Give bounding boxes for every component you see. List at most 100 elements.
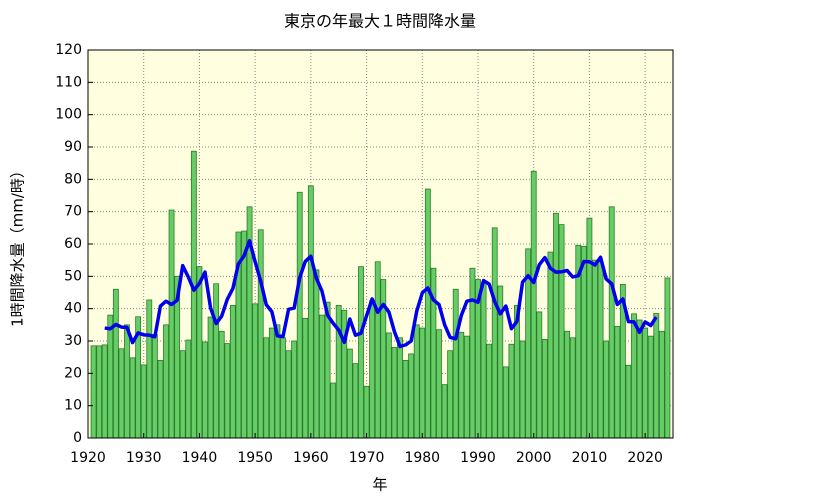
bar	[296, 191, 303, 439]
x-tick-label: 2000	[516, 450, 552, 466]
bar	[319, 314, 325, 439]
y-axis-label: 1時間降水量（mm/時）	[9, 163, 27, 327]
bar	[653, 313, 660, 439]
bar	[541, 338, 548, 439]
bar	[179, 350, 186, 439]
bar	[263, 337, 270, 439]
bar	[124, 324, 130, 439]
bar	[391, 347, 398, 439]
bar	[597, 261, 604, 439]
bar	[592, 259, 598, 439]
bar	[608, 206, 615, 439]
bar	[647, 335, 654, 439]
bar	[307, 185, 314, 439]
y-tick-label: 40	[64, 301, 82, 317]
bar	[324, 301, 331, 439]
bar	[413, 324, 420, 439]
bar	[241, 230, 247, 439]
bar	[163, 324, 169, 439]
bar	[614, 326, 621, 439]
bar	[480, 282, 487, 439]
bar	[547, 251, 554, 439]
bar	[146, 299, 153, 439]
bar	[586, 217, 593, 439]
bar	[558, 224, 565, 439]
bar	[302, 317, 309, 439]
bar	[469, 267, 476, 439]
bar	[363, 385, 370, 439]
bar	[196, 266, 203, 439]
bar	[346, 348, 353, 439]
bar	[530, 170, 537, 439]
bar	[625, 364, 632, 439]
bar	[536, 311, 543, 439]
bar	[419, 327, 426, 439]
bar	[603, 340, 610, 439]
bar	[202, 341, 208, 439]
bar	[374, 261, 381, 439]
bar	[218, 330, 225, 439]
bar	[463, 335, 470, 439]
bar	[213, 283, 220, 439]
chart-title: 東京の年最大１時間降水量	[284, 12, 476, 31]
bar	[129, 357, 136, 439]
x-tick-label: 1930	[126, 450, 162, 466]
bar	[90, 345, 97, 439]
y-tick-label: 120	[55, 42, 82, 58]
line	[104, 239, 658, 349]
bar	[112, 288, 119, 439]
x-tick-label: 1940	[182, 450, 218, 466]
bar	[151, 334, 158, 439]
bar	[274, 324, 281, 439]
y-tick-label: 70	[64, 204, 82, 220]
bar	[502, 366, 509, 439]
bar	[280, 337, 286, 439]
bar	[107, 314, 114, 439]
bar	[424, 188, 431, 439]
bar	[157, 359, 164, 439]
bar	[96, 345, 103, 439]
bar	[185, 339, 192, 439]
x-tick-label: 1950	[237, 450, 273, 466]
bar	[458, 331, 465, 439]
bar	[140, 364, 147, 439]
y-tick-label: 10	[64, 398, 82, 414]
bar	[291, 340, 298, 439]
y-tick-label: 60	[64, 236, 82, 252]
bar	[358, 266, 364, 439]
y-tick-label: 90	[64, 139, 82, 155]
x-axis-label: 年	[372, 476, 387, 494]
bar	[580, 245, 587, 439]
bar	[569, 337, 576, 439]
bar	[229, 305, 236, 439]
bar	[397, 337, 403, 439]
bar	[658, 330, 665, 439]
y-tick-label: 80	[64, 171, 82, 187]
bar	[224, 343, 231, 439]
bar	[564, 330, 571, 439]
bar	[118, 348, 125, 439]
bar	[452, 288, 459, 439]
bar	[491, 227, 498, 439]
y-tick-label: 30	[64, 333, 82, 349]
y-tick-label: 20	[64, 365, 82, 381]
bar	[447, 350, 454, 439]
bar	[508, 343, 515, 439]
y-tick-label: 110	[55, 74, 82, 90]
bar	[190, 150, 197, 439]
bar	[631, 313, 637, 439]
bar	[402, 359, 409, 439]
bar	[285, 350, 292, 439]
bar	[101, 344, 108, 439]
x-tick-label: 2010	[572, 450, 608, 466]
bar	[519, 340, 526, 439]
x-tick-label: 1970	[349, 450, 385, 466]
bar	[486, 343, 493, 439]
bar	[553, 212, 559, 439]
x-tick-label: 2020	[627, 450, 663, 466]
bar	[636, 319, 643, 439]
bar	[436, 329, 442, 439]
bar	[313, 269, 320, 439]
